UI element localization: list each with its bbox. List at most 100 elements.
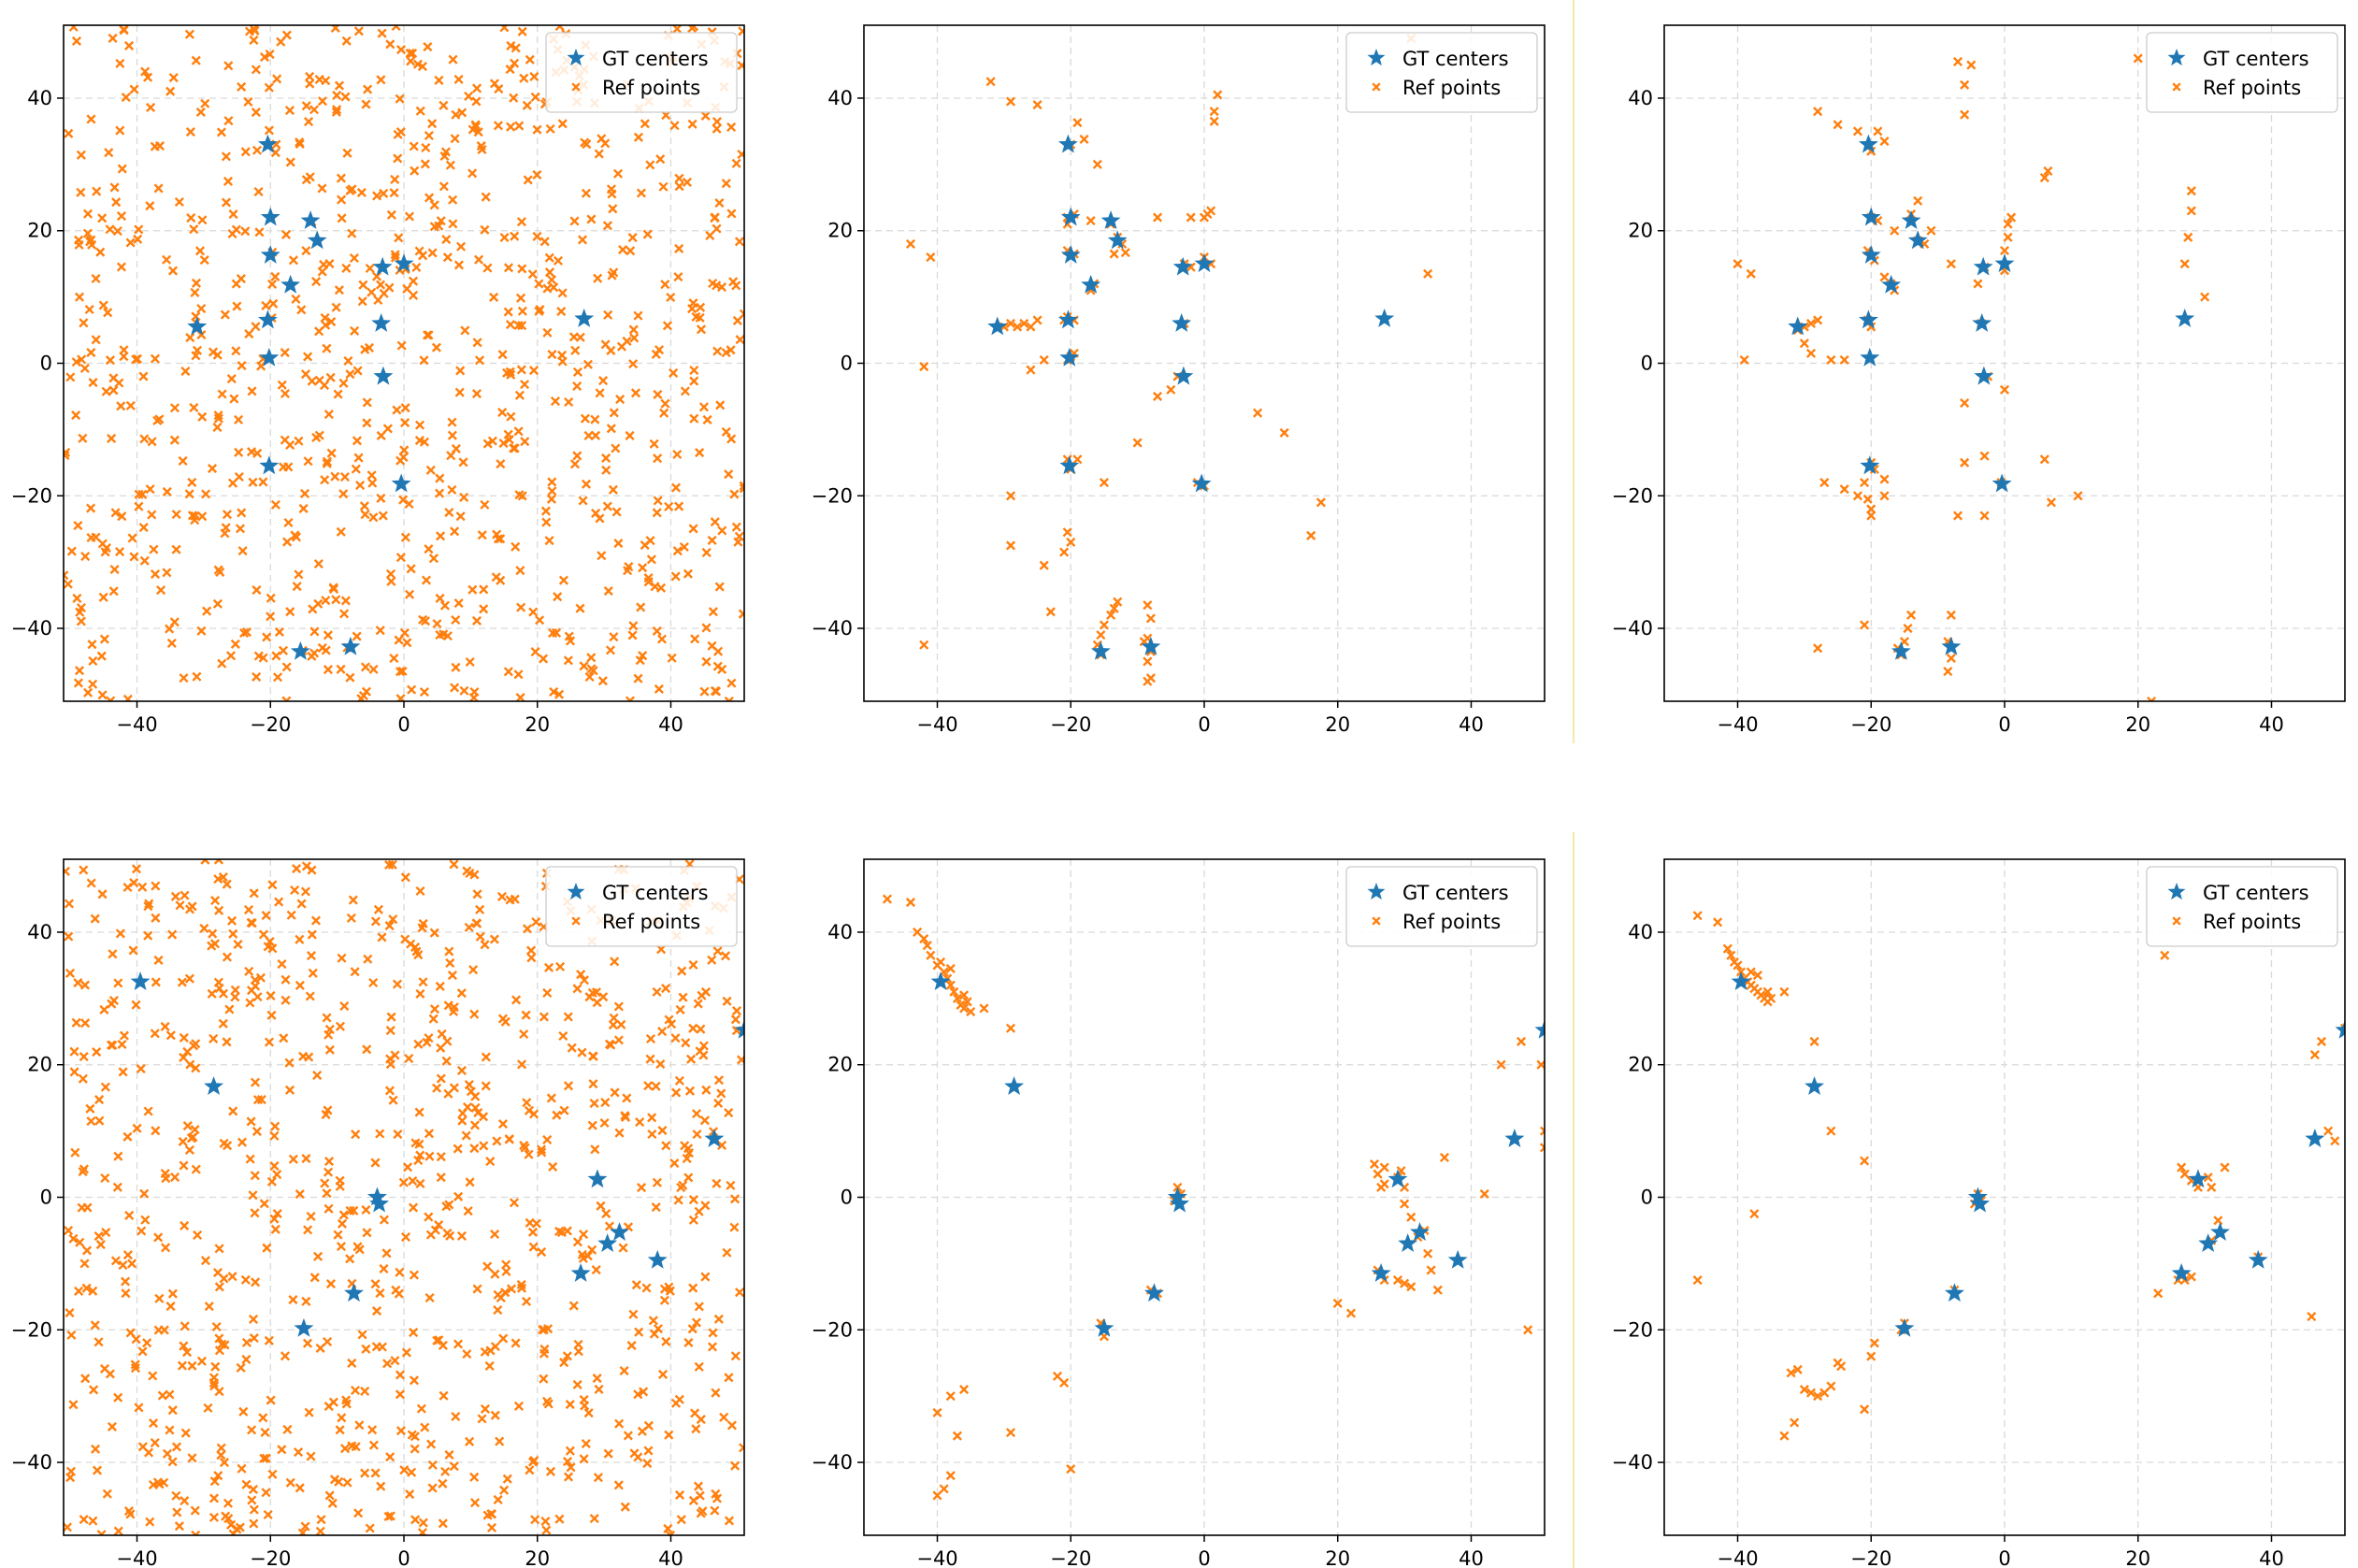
- ref-point: [268, 298, 279, 309]
- ref-point: [539, 237, 550, 247]
- ref-point: [234, 414, 244, 424]
- legend-label-gt: GT centers: [2203, 882, 2309, 904]
- legend-label-ref: Ref points: [1402, 77, 1501, 99]
- ref-point: [193, 1230, 203, 1241]
- ref-point: [185, 333, 195, 343]
- ref-point: [524, 1149, 534, 1159]
- ref-point: [417, 62, 427, 72]
- ref-point: [79, 1164, 90, 1174]
- ref-point: [919, 361, 929, 372]
- ref-point: [90, 913, 100, 924]
- ref-point: [2186, 1272, 2196, 1282]
- ref-point: [187, 1453, 197, 1463]
- axes-frame: [863, 24, 1546, 702]
- ref-point: [340, 596, 351, 606]
- ref-point: [402, 283, 412, 294]
- ref-point: [331, 595, 341, 605]
- ref-point: [415, 106, 425, 116]
- ref-point: [506, 40, 516, 51]
- ref-point: [295, 1483, 305, 1493]
- ref-point: [694, 1206, 704, 1216]
- ref-point: [259, 1453, 269, 1463]
- ref-point: [464, 1080, 474, 1090]
- ref-point: [1332, 1298, 1343, 1308]
- ref-point: [601, 453, 611, 464]
- ref-point: [394, 233, 404, 243]
- ref-point: [132, 1123, 142, 1133]
- ref-point: [264, 125, 274, 136]
- ref-point: [307, 651, 317, 661]
- ref-point: [91, 335, 101, 345]
- ref-point: [139, 555, 150, 566]
- ref-point: [294, 1447, 304, 1458]
- ref-point: [151, 913, 161, 923]
- ref-point: [588, 1079, 598, 1089]
- ref-point: [926, 252, 936, 263]
- ref-point: [77, 1202, 87, 1213]
- ref-point: [1903, 623, 1913, 634]
- ref-point: [254, 227, 265, 237]
- ref-point: [1345, 1308, 1357, 1318]
- ref-point: [672, 25, 683, 34]
- ref-point: [537, 1247, 547, 1258]
- ref-point: [217, 1339, 227, 1349]
- ref-point: [307, 376, 317, 386]
- ref-point: [64, 579, 73, 589]
- legend-box: [1345, 32, 1538, 113]
- ref-point: [266, 1176, 277, 1187]
- ref-point: [652, 508, 662, 518]
- ref-point: [467, 584, 478, 595]
- ref-point: [517, 321, 527, 331]
- ref-point: [738, 26, 744, 36]
- ref-point: [191, 351, 201, 361]
- ref-point: [651, 1202, 661, 1213]
- ref-point: [444, 946, 454, 957]
- ref-point: [688, 524, 698, 534]
- ref-point: [653, 1324, 663, 1334]
- ref-point: [557, 288, 568, 298]
- ref-point: [1032, 100, 1042, 110]
- ref-point: [353, 453, 364, 463]
- ref-point: [2200, 292, 2210, 302]
- ref-point: [443, 1088, 453, 1099]
- ref-point: [469, 1144, 480, 1154]
- ref-point: [232, 301, 242, 311]
- ref-point: [569, 459, 581, 469]
- gt-center: [1804, 1076, 1825, 1096]
- ref-point: [258, 929, 268, 940]
- ref-point: [492, 529, 502, 539]
- ref-point: [362, 1044, 372, 1055]
- ref-point: [2186, 206, 2196, 216]
- gt-center: [1994, 253, 2015, 273]
- ref-point: [209, 939, 221, 949]
- ref-point: [294, 436, 304, 446]
- y-tick-label: −20: [11, 484, 52, 507]
- ref-point: [530, 1515, 540, 1525]
- ref-point: [263, 942, 273, 952]
- ref-point: [683, 568, 693, 579]
- ref-point: [905, 238, 916, 249]
- y-tick-label: 0: [841, 352, 853, 375]
- ref-point: [615, 395, 625, 405]
- ref-point: [598, 376, 609, 386]
- ref-point: [428, 554, 439, 564]
- ref-point: [734, 237, 744, 247]
- ref-point: [1966, 60, 1977, 70]
- ref-point: [645, 1054, 655, 1064]
- ref-point: [306, 1451, 316, 1461]
- ref-point: [145, 1517, 155, 1527]
- gt-center: [1059, 455, 1080, 475]
- ref-point: [377, 28, 387, 38]
- ref-point: [349, 252, 359, 264]
- ref-point: [1746, 967, 1756, 977]
- ref-point: [409, 1375, 420, 1386]
- ref-point: [170, 1172, 180, 1183]
- gt-center: [1901, 210, 1921, 229]
- ref-point: [301, 101, 311, 111]
- ref-point: [331, 107, 341, 117]
- x-tick-label: −40: [916, 1547, 957, 1568]
- ref-point: [342, 1477, 352, 1488]
- ref-point: [932, 1490, 942, 1501]
- ref-point: [354, 1420, 365, 1431]
- ref-point: [1873, 126, 1883, 137]
